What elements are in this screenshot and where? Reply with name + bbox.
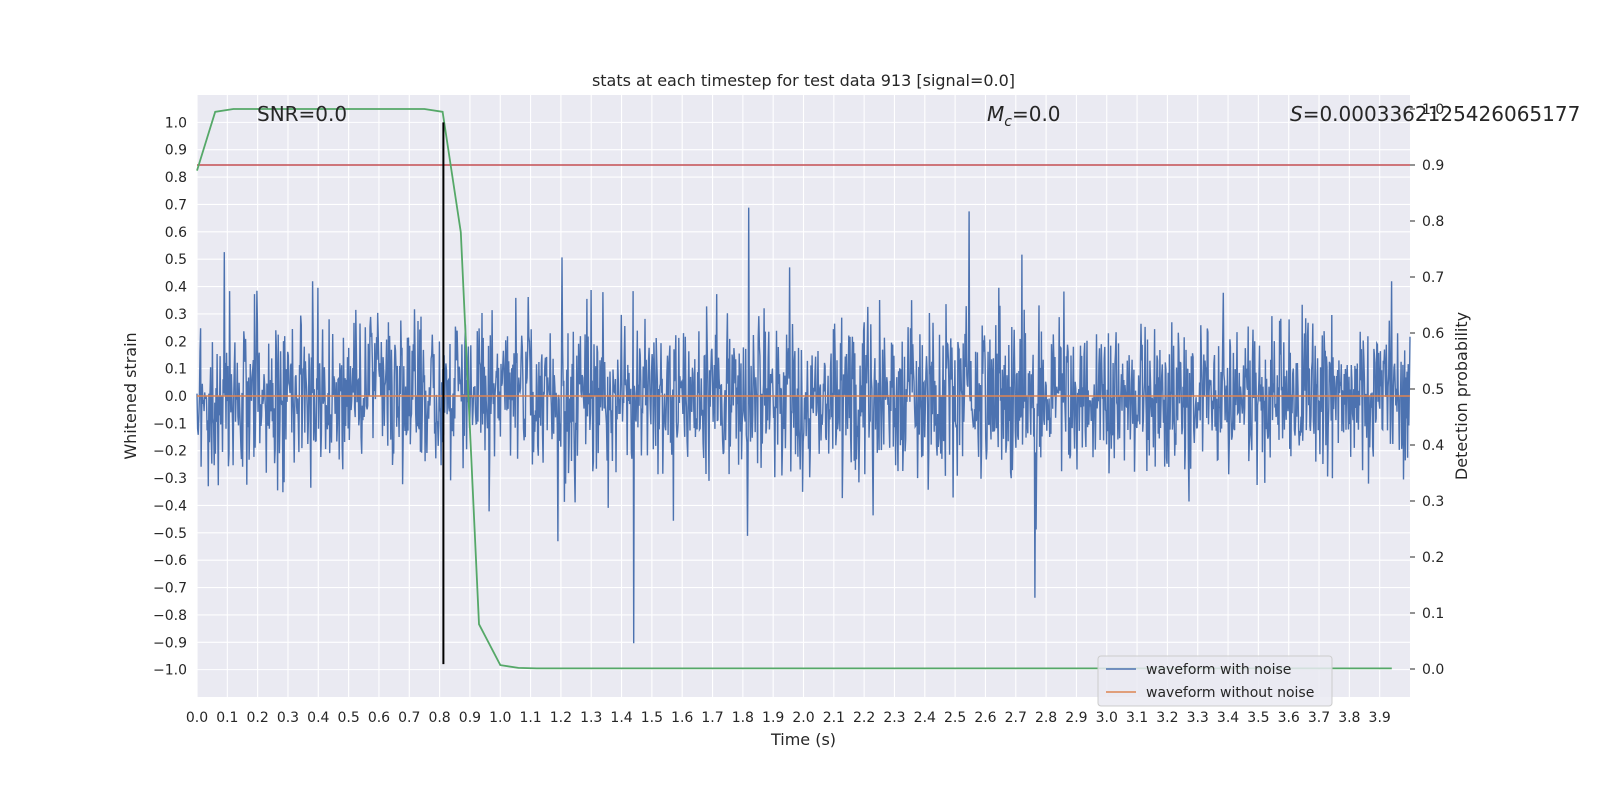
x-tick-label: 0.6 [368, 710, 390, 726]
y-tick-label: −0.5 [153, 526, 187, 542]
y-tick-label: 0.2 [165, 334, 187, 350]
y2-tick-label: 0.4 [1422, 438, 1444, 454]
y-tick-label: 0.7 [165, 197, 187, 213]
x-tick-label: 3.5 [1247, 710, 1269, 726]
y-tick-label: −0.6 [153, 553, 187, 569]
x-tick-label: 0.0 [186, 710, 208, 726]
legend: waveform with noise waveform without noi… [1097, 655, 1333, 707]
x-tick-label: 1.6 [671, 710, 693, 726]
x-tick-label: 2.1 [823, 710, 845, 726]
x-tick-label: 3.0 [1096, 710, 1118, 726]
y-tick-label: −0.4 [153, 498, 187, 514]
y-tick-label: 0.0 [165, 389, 187, 405]
y2-tick-label: 0.3 [1422, 494, 1444, 510]
x-tick-label: 3.7 [1308, 710, 1330, 726]
x-tick-label: 1.7 [701, 710, 723, 726]
y-tick-label: 0.5 [165, 252, 187, 268]
x-tick-label: 2.0 [792, 710, 814, 726]
legend-label-noise: waveform with noise [1146, 662, 1291, 678]
y2-tick-label: 0.8 [1422, 214, 1444, 230]
x-tick-label: 0.3 [277, 710, 299, 726]
y-gridlines [197, 121, 1410, 671]
y-tick-label: 1.0 [165, 115, 187, 131]
y2-tick-label: 0.0 [1422, 662, 1444, 678]
x-tick-label: 1.3 [580, 710, 602, 726]
x-tick-label: 3.2 [1156, 710, 1178, 726]
x-tick-label: 1.2 [550, 710, 572, 726]
mc-value: =0.0 [1012, 102, 1061, 126]
x-tick-label: 0.1 [216, 710, 238, 726]
x-tick-label: 2.6 [974, 710, 996, 726]
y-tick-label: −0.3 [153, 471, 187, 487]
y-tick-label: −0.7 [153, 581, 187, 597]
y2-tick-label: 0.9 [1422, 158, 1444, 174]
x-tick-label: 3.8 [1338, 710, 1360, 726]
x-tick-label: 3.3 [1187, 710, 1209, 726]
s-annotation: S=0.0003362125426065177 [1290, 102, 1580, 126]
x-tick-label: 1.0 [489, 710, 511, 726]
y-tick-label: 0.1 [165, 362, 187, 378]
y-tick-label: −0.9 [153, 635, 187, 651]
x-tick-label: 0.7 [398, 710, 420, 726]
series-waveform-with-noise [196, 207, 1411, 644]
x-tick-label: 1.8 [732, 710, 754, 726]
y2-tick-labels: 1.0 0.9 0.8 0.7 0.6 0.5 0.4 0.3 0.2 0.1 0.0 [1410, 102, 1444, 678]
s-symbol: S [1290, 102, 1303, 126]
legend-box [1097, 655, 1333, 707]
y-tick-label: 0.3 [165, 307, 187, 323]
x-tick-label: 2.8 [1035, 710, 1057, 726]
x-tick-labels: 0.0 0.1 0.2 0.3 0.4 0.5 0.6 0.7 0.8 0.9 1.0 1.1 1.2 1… [186, 710, 1391, 726]
legend-label-clean: waveform without noise [1146, 685, 1314, 701]
y2-tick-label: 1.0 [1422, 102, 1444, 118]
mc-subscript: c [1004, 114, 1012, 130]
y-tick-label: −0.2 [153, 444, 187, 460]
x-tick-label: 0.8 [428, 710, 450, 726]
y-tick-labels: 1.0 0.9 0.8 0.7 0.6 0.5 0.4 0.3 0.2 0.1 0.0 −0.1 −0.… [153, 115, 187, 678]
x-tick-label: 2.3 [883, 710, 905, 726]
x-tick-label: 3.9 [1369, 710, 1391, 726]
y-tick-label: 0.8 [165, 170, 187, 186]
x-tick-label: 3.1 [1126, 710, 1148, 726]
x-tick-label: 2.5 [944, 710, 966, 726]
y-tick-label: 0.9 [165, 143, 187, 159]
chart-title: stats at each timestep for test data 913… [592, 71, 1015, 90]
x-tick-label: 3.4 [1217, 710, 1239, 726]
x-tick-label: 2.7 [1005, 710, 1027, 726]
y-tick-label: −0.1 [153, 416, 187, 432]
x-axis-label: Time (s) [770, 730, 836, 749]
x-tick-label: 3.6 [1278, 710, 1300, 726]
x-tick-label: 0.2 [247, 710, 269, 726]
chirp-mass-annotation: Mc=0.0 [987, 102, 1061, 130]
series-layer [196, 108, 1411, 670]
mc-symbol: M [987, 102, 1004, 126]
x-tick-label: 2.2 [853, 710, 875, 726]
series-detection-probability [196, 108, 1392, 670]
y-tick-label: 0.4 [165, 280, 187, 296]
y2-tick-label: 0.6 [1422, 326, 1444, 342]
y2-tick-label: 0.1 [1422, 606, 1444, 622]
x-tick-label: 0.9 [459, 710, 481, 726]
s-value: =0.0003362125426065177 [1303, 102, 1581, 126]
x-tick-label: 0.5 [337, 710, 359, 726]
x-tick-label: 2.9 [1065, 710, 1087, 726]
y2-tick-label: 0.2 [1422, 550, 1444, 566]
y2-axis-label: Detection probability [1452, 312, 1471, 480]
snr-annotation: SNR=0.0 [257, 102, 347, 126]
y2-tick-label: 0.5 [1422, 382, 1444, 398]
y-tick-label: 0.6 [165, 225, 187, 241]
x-tick-label: 1.1 [519, 710, 541, 726]
x-tick-label: 1.5 [641, 710, 663, 726]
x-tick-label: 1.4 [610, 710, 632, 726]
y-axis-label: Whitened strain [121, 332, 140, 459]
x-tick-label: 0.4 [307, 710, 329, 726]
y-tick-label: −0.8 [153, 608, 187, 624]
x-tick-label: 1.9 [762, 710, 784, 726]
y-tick-label: −1.0 [153, 663, 187, 679]
y2-tick-label: 0.7 [1422, 270, 1444, 286]
x-tick-label: 2.4 [914, 710, 936, 726]
